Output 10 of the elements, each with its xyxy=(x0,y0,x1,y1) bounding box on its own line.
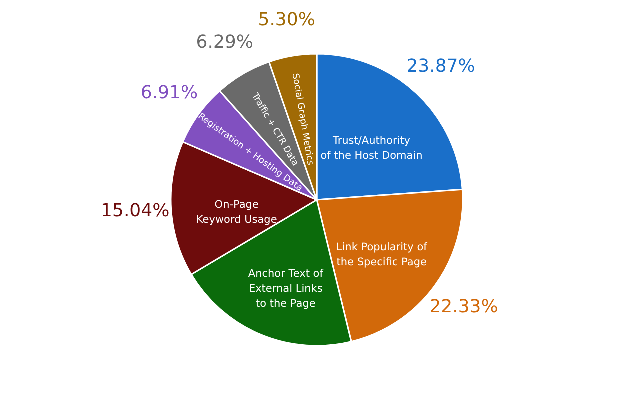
slice-label: On-Page Keyword Usage xyxy=(196,199,278,226)
data-label: 6.91% xyxy=(140,82,198,104)
data-label: 23.87% xyxy=(406,56,476,77)
slice-label: Anchor Text of External Links to the Page xyxy=(248,268,324,310)
data-label: 6.29% xyxy=(196,32,254,54)
slice-label: Link Popularity of the Specific Page xyxy=(336,241,428,268)
data-label: 15.04% xyxy=(101,200,170,222)
slice-label: Trust/Authority of the Host Domain xyxy=(320,135,423,162)
data-label: 5.30% xyxy=(258,10,316,31)
data-label: 22.33% xyxy=(430,296,498,318)
